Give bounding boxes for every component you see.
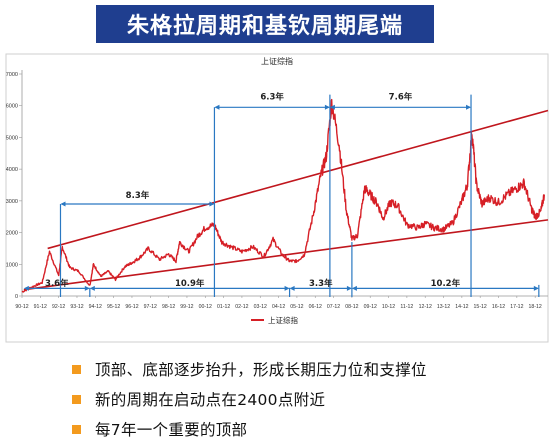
series-layer: [21, 98, 545, 293]
legend: 上证综指: [251, 315, 298, 325]
bullet-square-icon: [72, 424, 81, 434]
x-tick-label: 90-12: [15, 304, 28, 310]
x-tick-label: 92-12: [52, 304, 65, 310]
x-tick-label: 04-12: [272, 304, 285, 310]
cycle-arrow-7-6-head-left: [329, 104, 335, 110]
x-tick-label: 00-12: [199, 304, 212, 310]
x-tick-label: 95-12: [107, 304, 120, 310]
x-tick-label: 17-12: [510, 304, 523, 310]
chart-svg: 上证综指 0 1000 2000 3000 4000 5000 6000 7000 90-12…: [0, 50, 554, 346]
cycle-label-10-2: 10.2年: [431, 278, 461, 289]
x-tick-label: 11-12: [400, 304, 413, 310]
x-tick-label: 03-12: [254, 304, 267, 310]
x-tick-label: 98-12: [162, 304, 175, 310]
cycle-arrow-8-3-head-right: [209, 201, 215, 207]
y-tick-label: 4000: [6, 167, 18, 173]
x-tick-label: 07-12: [327, 304, 340, 310]
y-tick-label: 7000: [6, 72, 18, 78]
cycle-arrow-10-2-head-right: [533, 285, 539, 291]
x-axis: 90-12 91-12 92-12 93-12 94-12 95-12 96-12 97-12…: [15, 295, 548, 310]
y-tick-label: 1000: [6, 262, 18, 268]
x-tick-label: 01-12: [217, 304, 230, 310]
x-tick-label: 99-12: [180, 304, 193, 310]
bullet-text: 每7年一个重要的顶部: [95, 421, 248, 439]
y-axis: 0 1000 2000 3000 4000 5000 6000 7000: [6, 70, 23, 300]
cycle-arrow-3-3-head-left: [289, 285, 295, 291]
x-tick-label: 14-12: [455, 304, 468, 310]
bullet-item: 每7年一个重要的顶部: [72, 414, 542, 444]
x-tick-label: 02-12: [235, 304, 248, 310]
cycle-label-3-6: 3.6年: [45, 278, 69, 289]
bullet-square-icon: [72, 364, 81, 374]
x-tick-label: 91-12: [34, 304, 47, 310]
y-tick-label: 5000: [6, 135, 18, 141]
page-title-text: 朱格拉周期和基钦周期尾端: [126, 14, 403, 39]
y-tick-label: 3000: [6, 199, 18, 205]
x-tick-label: 08-12: [345, 304, 358, 310]
cycle-label-10-9: 10.9年: [175, 278, 205, 289]
cycle-arrow-3-6-head-right: [84, 285, 90, 291]
bullet-list: 顶部、底部逐步抬升，形成长期压力位和支撑位 新的周期在启动点在2400点附近 每…: [72, 354, 542, 444]
x-tick-label: 10-12: [382, 304, 395, 310]
x-tick-label: 94-12: [89, 304, 102, 310]
cycle-label-3-3: 3.3年: [309, 278, 333, 289]
bullet-item: 新的周期在启动点在2400点附近: [72, 384, 542, 414]
page-title: 朱格拉周期和基钦周期尾端: [96, 5, 434, 43]
x-tick-label: 96-12: [125, 304, 138, 310]
x-tick-label: 05-12: [290, 304, 303, 310]
x-tick-label: 16-12: [492, 304, 505, 310]
cycle-label-7-6: 7.6年: [389, 91, 413, 102]
cycle-arrow-10-2-head-left: [351, 285, 357, 291]
x-tick-label: 18-12: [529, 304, 542, 310]
cycle-arrow-8-3-head-left: [60, 201, 66, 207]
x-tick-label: 09-12: [364, 304, 377, 310]
x-tick-label: 13-12: [437, 304, 450, 310]
y-tick-label: 0: [15, 294, 18, 300]
cycle-label-8-3: 8.3年: [126, 190, 150, 201]
x-tick-label: 06-12: [309, 304, 322, 310]
x-tick-label: 93-12: [70, 304, 83, 310]
chart-container: 上证综指 0 1000 2000 3000 4000 5000 6000 7000 90-12…: [0, 50, 554, 346]
cycle-arrow-3-6-head-left: [23, 285, 29, 291]
cycle-arrow-10-9-head-right: [284, 285, 290, 291]
x-tick-label: 12-12: [419, 304, 432, 310]
x-tick-label: 15-12: [474, 304, 487, 310]
cycle-arrow-7-6-head-right: [466, 104, 472, 110]
cycle-arrow-3-3-head-right: [346, 285, 352, 291]
y-tick-label: 6000: [6, 104, 18, 110]
cycle-arrow-6-3-head-right: [324, 104, 330, 110]
bullet-text: 新的周期在启动点在2400点附近: [95, 391, 326, 409]
series-line-shanghai-composite: [21, 98, 545, 293]
trendline: [23, 219, 549, 291]
chart-frame: [5, 53, 549, 343]
bullet-text: 顶部、底部逐步抬升，形成长期压力位和支撑位: [95, 361, 427, 379]
cycle-label-6-3: 6.3年: [260, 91, 284, 102]
x-tick-label: 97-12: [144, 304, 157, 310]
trendlines: [23, 109, 549, 291]
trendline: [47, 109, 549, 250]
bullet-item: 顶部、底部逐步抬升，形成长期压力位和支撑位: [72, 354, 542, 384]
chart-title: 上证综指: [261, 56, 293, 66]
bullet-square-icon: [72, 394, 81, 404]
y-tick-label: 2000: [6, 231, 18, 237]
cycle-arrow-10-9-head-left: [89, 285, 95, 291]
cycle-arrow-6-3-head-left: [214, 104, 220, 110]
legend-label: 上证综指: [268, 315, 298, 325]
annotations: 8.3年 6.3年 7.6年 3.6年 10.9年 3.3年 10.2年: [23, 91, 540, 297]
